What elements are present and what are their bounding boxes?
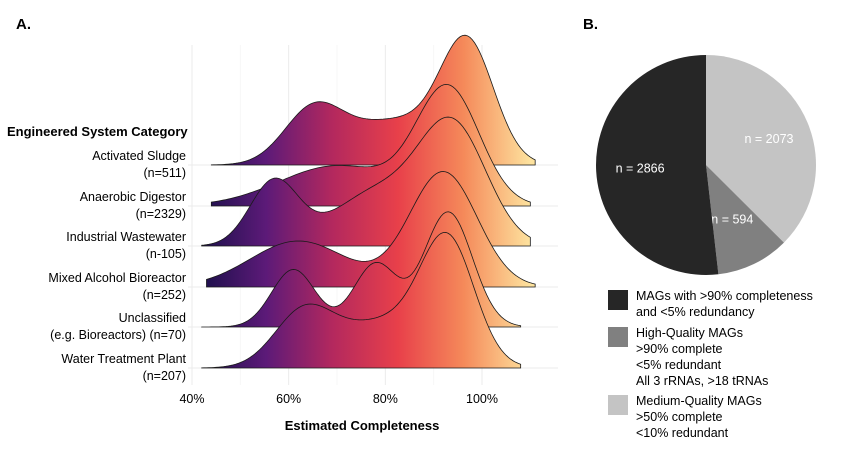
pie-slice (706, 54, 817, 243)
panel-b-label: B. (583, 16, 598, 33)
pie-layer: n = 2073 n = 594 n = 2866 (596, 54, 817, 275)
pie-slice-label: n = 594 (711, 213, 753, 227)
category-label: Anaerobic Digestor (n=2329) (79, 190, 186, 221)
category-label: Unclassified (e.g. Bioreactors) (n=70) (50, 311, 186, 342)
category-label: Industrial Wastewater (n-105) (66, 230, 186, 261)
pie-slice-label: n = 2073 (744, 132, 793, 146)
x-tick-label: 40% (179, 392, 205, 406)
legend-text: MAGs with >90% completeness and <5% redun… (636, 289, 813, 319)
category-label: Water Treatment Plant (n=207) (61, 352, 186, 383)
pie-slice (706, 165, 784, 275)
legend-swatch (608, 290, 628, 310)
category-label: Activated Sludge (n=511) (92, 149, 186, 180)
x-axis-label: Estimated Completeness (284, 418, 440, 433)
x-tick-label: 80% (372, 392, 398, 406)
ridge-water-treatment-plant (201, 232, 522, 369)
ridge-layer (201, 34, 536, 369)
pie-slice (596, 55, 719, 275)
ridge-activated-sludge (210, 34, 536, 166)
y-axis-title: Engineered System Category (7, 124, 188, 139)
x-tick-label: 60% (276, 392, 302, 406)
legend-text: High-Quality MAGs >90% complete <5% redund… (636, 326, 769, 388)
legend-text: Medium-Quality MAGs >50% complete <10% red… (636, 394, 762, 440)
legend-swatch (608, 327, 628, 347)
x-tick-label: 100% (466, 392, 498, 406)
panel-a-label: A. (16, 16, 31, 33)
category-label: Mixed Alcohol Bioreactor (n=252) (48, 271, 186, 302)
legend-swatch (608, 395, 628, 415)
pie-slice-label: n = 2866 (616, 162, 665, 176)
